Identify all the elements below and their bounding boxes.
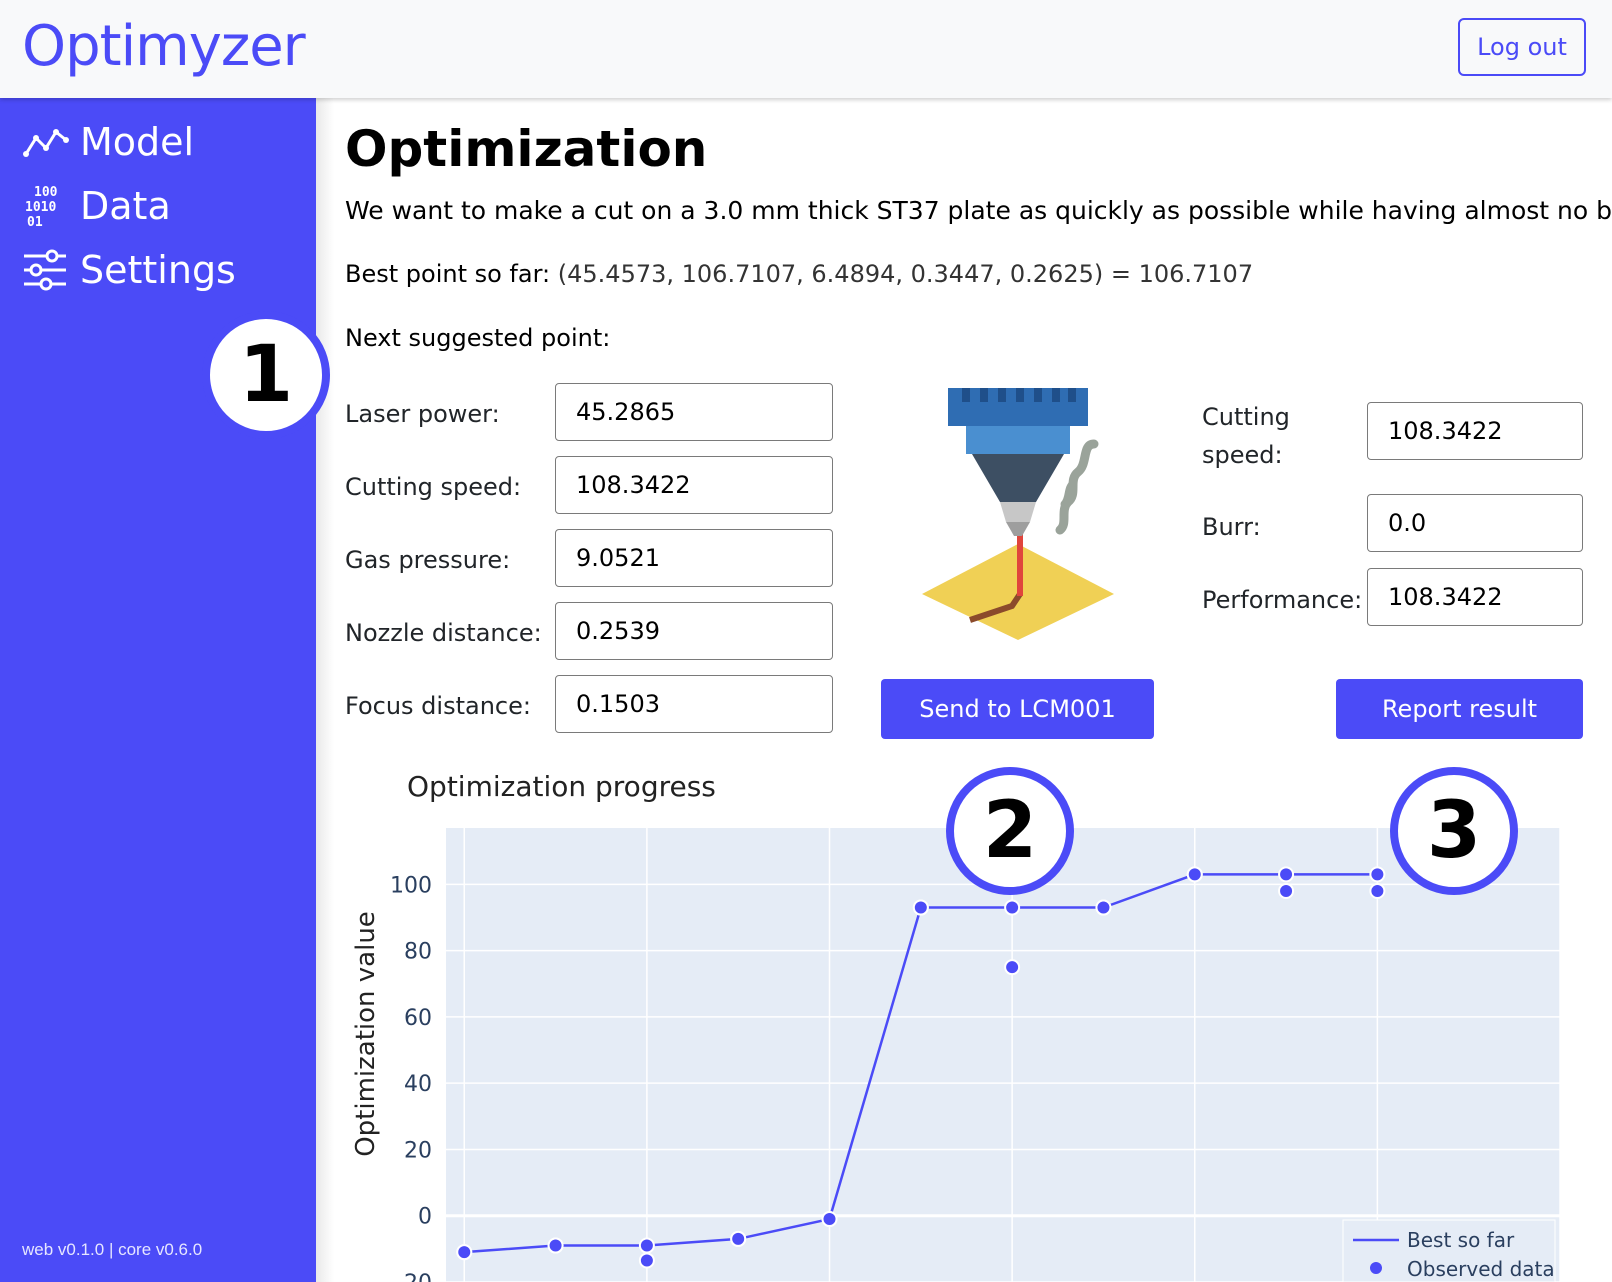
laser-power-input[interactable]	[555, 383, 833, 441]
y-axis-label: Optimization value	[351, 911, 381, 1157]
result-cutting-speed-label-line1: Cutting	[1202, 403, 1290, 431]
observed-data-point	[1186, 866, 1203, 883]
gas-pressure-label: Gas pressure:	[345, 546, 511, 574]
report-result-button[interactable]: Report result	[1336, 679, 1583, 739]
burr-label: Burr:	[1202, 513, 1261, 541]
y-tick-label: 60	[404, 1006, 432, 1031]
cutting-speed-input[interactable]	[555, 456, 833, 514]
observed-data-point	[730, 1230, 747, 1247]
sidebar-item-label: Data	[80, 184, 171, 228]
sidebar-item-label: Model	[80, 120, 195, 164]
result-cutting-speed-label: Cutting speed:	[1202, 398, 1290, 474]
legend-label-observed: Observed data	[1407, 1257, 1555, 1281]
content-edge	[316, 98, 334, 1282]
nozzle-distance-input[interactable]	[555, 602, 833, 660]
y-tick-label: 80	[404, 940, 432, 965]
observed-data-point	[821, 1211, 838, 1228]
annotation-badge-1: 1	[202, 311, 330, 439]
laser-power-label: Laser power:	[345, 400, 500, 428]
gas-pressure-input[interactable]	[555, 529, 833, 587]
plot-area	[446, 828, 1560, 1282]
observed-data-point	[1095, 899, 1112, 916]
focus-distance-label: Focus distance:	[345, 692, 531, 720]
sidebar-item-data[interactable]: 100 1010 01 Data	[22, 182, 171, 230]
y-tick-label: 100	[390, 873, 432, 898]
sidebar-item-settings[interactable]: Settings	[22, 246, 236, 294]
result-cutting-speed-label-line2: speed:	[1202, 441, 1283, 469]
best-point-value: (45.4573, 106.7107, 6.4894, 0.3447, 0.26…	[557, 260, 1254, 288]
top-navbar: Optimyzer Log out	[0, 0, 1612, 98]
legend-label-best: Best so far	[1407, 1228, 1515, 1252]
chart-line-icon	[22, 118, 70, 166]
sliders-icon	[22, 246, 70, 294]
laser-cutter-icon	[918, 384, 1118, 651]
version-label: web v0.1.0 | core v0.6.0	[22, 1240, 203, 1259]
best-so-far-point	[638, 1237, 655, 1254]
observed-data-point	[1369, 882, 1386, 899]
observed-data-point	[547, 1237, 564, 1254]
brand-logo[interactable]: Optimyzer	[22, 14, 306, 79]
page-title: Optimization	[345, 120, 708, 178]
best-point-text: Best point so far: (45.4573, 106.7107, 6…	[345, 260, 1253, 288]
send-to-machine-button[interactable]: Send to LCM001	[881, 679, 1154, 739]
best-so-far-point	[1278, 866, 1295, 883]
sidebar-item-model[interactable]: Model	[22, 118, 194, 166]
burr-input[interactable]	[1367, 494, 1583, 552]
observed-data-point	[638, 1252, 655, 1269]
observed-data-point	[912, 899, 929, 916]
performance-input[interactable]	[1367, 568, 1583, 626]
focus-distance-input[interactable]	[555, 675, 833, 733]
svg-text:100: 100	[34, 185, 58, 200]
sidebar-item-label: Settings	[80, 248, 236, 292]
chart-title: Optimization progress	[407, 770, 716, 803]
logout-button[interactable]: Log out	[1458, 18, 1586, 76]
annotation-badge-2: 2	[946, 767, 1074, 895]
y-tick-label: 20	[404, 1138, 432, 1163]
description-text: We want to make a cut on a 3.0 mm thick …	[345, 196, 1612, 225]
y-tick-label: 40	[404, 1072, 432, 1097]
svg-text:01: 01	[27, 215, 43, 230]
observed-data-point	[1004, 959, 1021, 976]
best-point-label: Best point so far:	[345, 260, 551, 288]
observed-data-point	[456, 1244, 473, 1261]
result-cutting-speed-input[interactable]	[1367, 402, 1583, 460]
sidebar: Model 100 1010 01 Data Settings web v0.1.0…	[0, 98, 316, 1282]
binary-icon: 100 1010 01	[22, 182, 70, 230]
next-point-label: Next suggested point:	[345, 324, 611, 352]
optimization-progress-chart: -20 0 20 40 60 80 100 Optimization value Best so…	[351, 828, 1561, 1282]
best-so-far-point	[1369, 866, 1386, 883]
legend-marker-swatch	[1370, 1262, 1382, 1274]
best-so-far-point	[1004, 899, 1021, 916]
svg-text:1010: 1010	[25, 200, 56, 215]
y-tick-label: 0	[418, 1205, 432, 1230]
performance-label: Performance:	[1202, 586, 1363, 614]
nozzle-distance-label: Nozzle distance:	[345, 619, 542, 647]
annotation-badge-3: 3	[1390, 767, 1518, 895]
cutting-speed-label: Cutting speed:	[345, 473, 522, 501]
y-tick-label: -20	[396, 1271, 432, 1282]
observed-data-point	[1278, 882, 1295, 899]
